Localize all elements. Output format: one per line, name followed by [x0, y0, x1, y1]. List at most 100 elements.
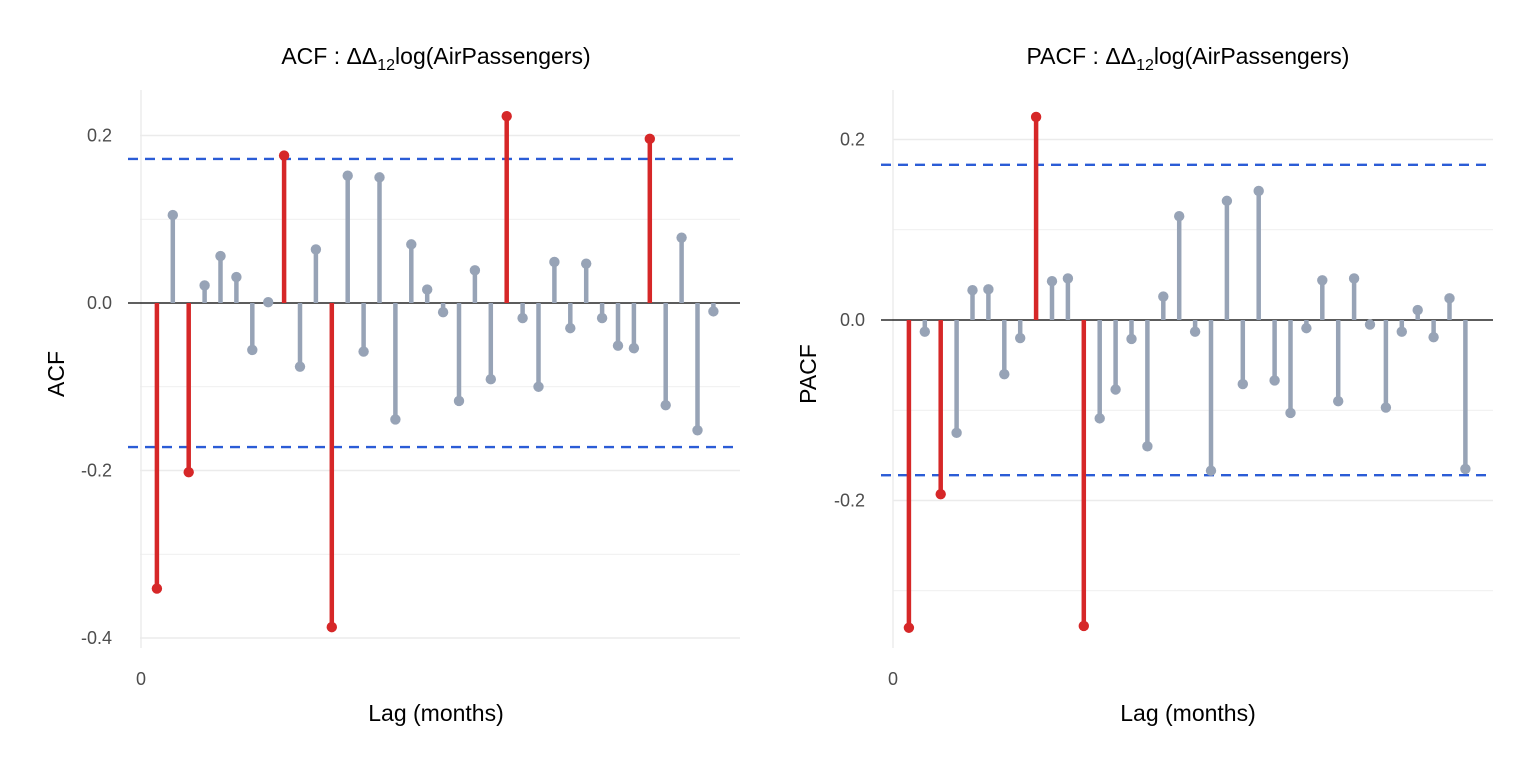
pacf-point [1078, 620, 1090, 632]
pacf-point [1269, 375, 1280, 386]
acf-point [151, 583, 163, 594]
acf-y-axis-title: ACF [43, 351, 69, 397]
pacf-lag-30 [1364, 319, 1376, 330]
acf-lag-32 [644, 133, 655, 303]
pacf-point [1189, 326, 1201, 337]
pacf-point [1046, 275, 1058, 287]
acf-point [596, 312, 608, 324]
pacf-point [1237, 378, 1249, 390]
acf-point [326, 621, 337, 633]
pacf-lag-23 [1253, 185, 1264, 320]
pacf-lag-7 [999, 320, 1010, 380]
acf-lag-34 [676, 232, 687, 303]
acf-point [581, 258, 592, 269]
acf-lag-27 [565, 303, 576, 334]
pacf-lag-10 [1046, 275, 1058, 320]
acf-lag-35 [692, 303, 703, 436]
acf-lag-2 [167, 209, 178, 303]
acf-x-axis-title: Lag (months) [368, 700, 504, 726]
acf-point [231, 271, 242, 283]
acf-lag-21 [469, 265, 481, 303]
acf-point [406, 239, 417, 250]
acf-lag-36 [708, 303, 719, 317]
pacf-lag-1 [903, 320, 915, 633]
acf-point [453, 395, 465, 407]
pacf-lollipops [903, 111, 1471, 633]
pacf-point [1333, 396, 1344, 407]
pacf-x-axis-title: Lag (months) [1120, 700, 1256, 726]
pacf-grid [892, 90, 1493, 648]
pacf-point [983, 284, 994, 295]
pacf-point [1110, 384, 1121, 395]
pacf-point [919, 326, 930, 337]
acf-lag-31 [628, 303, 640, 354]
pacf-lag-26 [1301, 320, 1312, 334]
acf-point [549, 256, 560, 268]
acf-point [390, 414, 401, 425]
acf-lag-11 [310, 244, 322, 303]
acf-point [215, 250, 226, 262]
acf-point [612, 340, 624, 351]
acf-point [485, 374, 496, 385]
pacf-lag-36 [1460, 320, 1471, 475]
acf-lag-24 [517, 303, 528, 324]
pacf-lag-31 [1380, 320, 1392, 413]
acf-chart-title: ACF : ΔΔ12log(AirPassengers) [281, 43, 590, 74]
pacf-lag-25 [1285, 320, 1296, 419]
pacf-point [1062, 273, 1074, 284]
pacf-point [1412, 304, 1423, 316]
acf-y-tick-label: -0.4 [81, 628, 112, 648]
acf-point [708, 306, 719, 317]
pacf-lag-2 [919, 320, 930, 337]
acf-y-tick-label: 0.2 [87, 126, 112, 146]
acf-lag-19 [437, 303, 449, 318]
acf-point [247, 344, 258, 356]
acf-lag-29 [596, 303, 608, 324]
pacf-point [1348, 273, 1360, 284]
acf-lag-12 [326, 303, 337, 633]
pacf-y-ticks: 0.2 0.0 -0.2 [834, 130, 865, 511]
pacf-point [903, 622, 915, 633]
pacf-lag-5 [967, 285, 978, 320]
pacf-point [967, 285, 978, 296]
acf-point [263, 296, 274, 308]
pacf-point [1444, 293, 1455, 304]
acf-point [517, 312, 528, 324]
acf-lag-13 [342, 170, 353, 303]
acf-y-ticks: 0.2 0.0 -0.2 -0.4 [81, 126, 112, 649]
acf-point [422, 284, 433, 295]
acf-point [692, 425, 703, 436]
pacf-point [1253, 185, 1264, 197]
pacf-lag-24 [1269, 320, 1280, 386]
pacf-lag-4 [951, 320, 962, 439]
pacf-point [1158, 291, 1169, 302]
pacf-lag-21 [1221, 195, 1233, 320]
pacf-lag-29 [1348, 273, 1360, 320]
pacf-point [1126, 333, 1137, 345]
acf-point [644, 133, 655, 145]
acf-lag-17 [406, 239, 417, 303]
acf-lag-23 [501, 111, 512, 303]
pacf-lag-8 [1015, 320, 1026, 344]
pacf-lag-20 [1205, 320, 1217, 476]
pacf-lag-9 [1030, 111, 1042, 320]
acf-lag-4 [199, 280, 210, 303]
pacf-lag-15 [1126, 320, 1137, 345]
acf-point [628, 343, 640, 354]
acf-lag-14 [358, 303, 369, 357]
acf-point [469, 265, 481, 276]
pacf-lag-35 [1444, 293, 1455, 320]
acf-y-tick-label: -0.2 [81, 461, 112, 481]
acf-point [676, 232, 687, 243]
acf-lag-1 [151, 303, 163, 594]
pacf-point [999, 368, 1010, 380]
pacf-point [935, 488, 946, 500]
pacf-y-axis-title: PACF [795, 344, 821, 404]
pacf-point [1094, 413, 1105, 424]
pacf-y-tick-label: 0.2 [840, 130, 865, 150]
acf-lag-8 [263, 296, 274, 308]
acf-lag-6 [231, 271, 242, 303]
pacf-point [1380, 402, 1392, 413]
